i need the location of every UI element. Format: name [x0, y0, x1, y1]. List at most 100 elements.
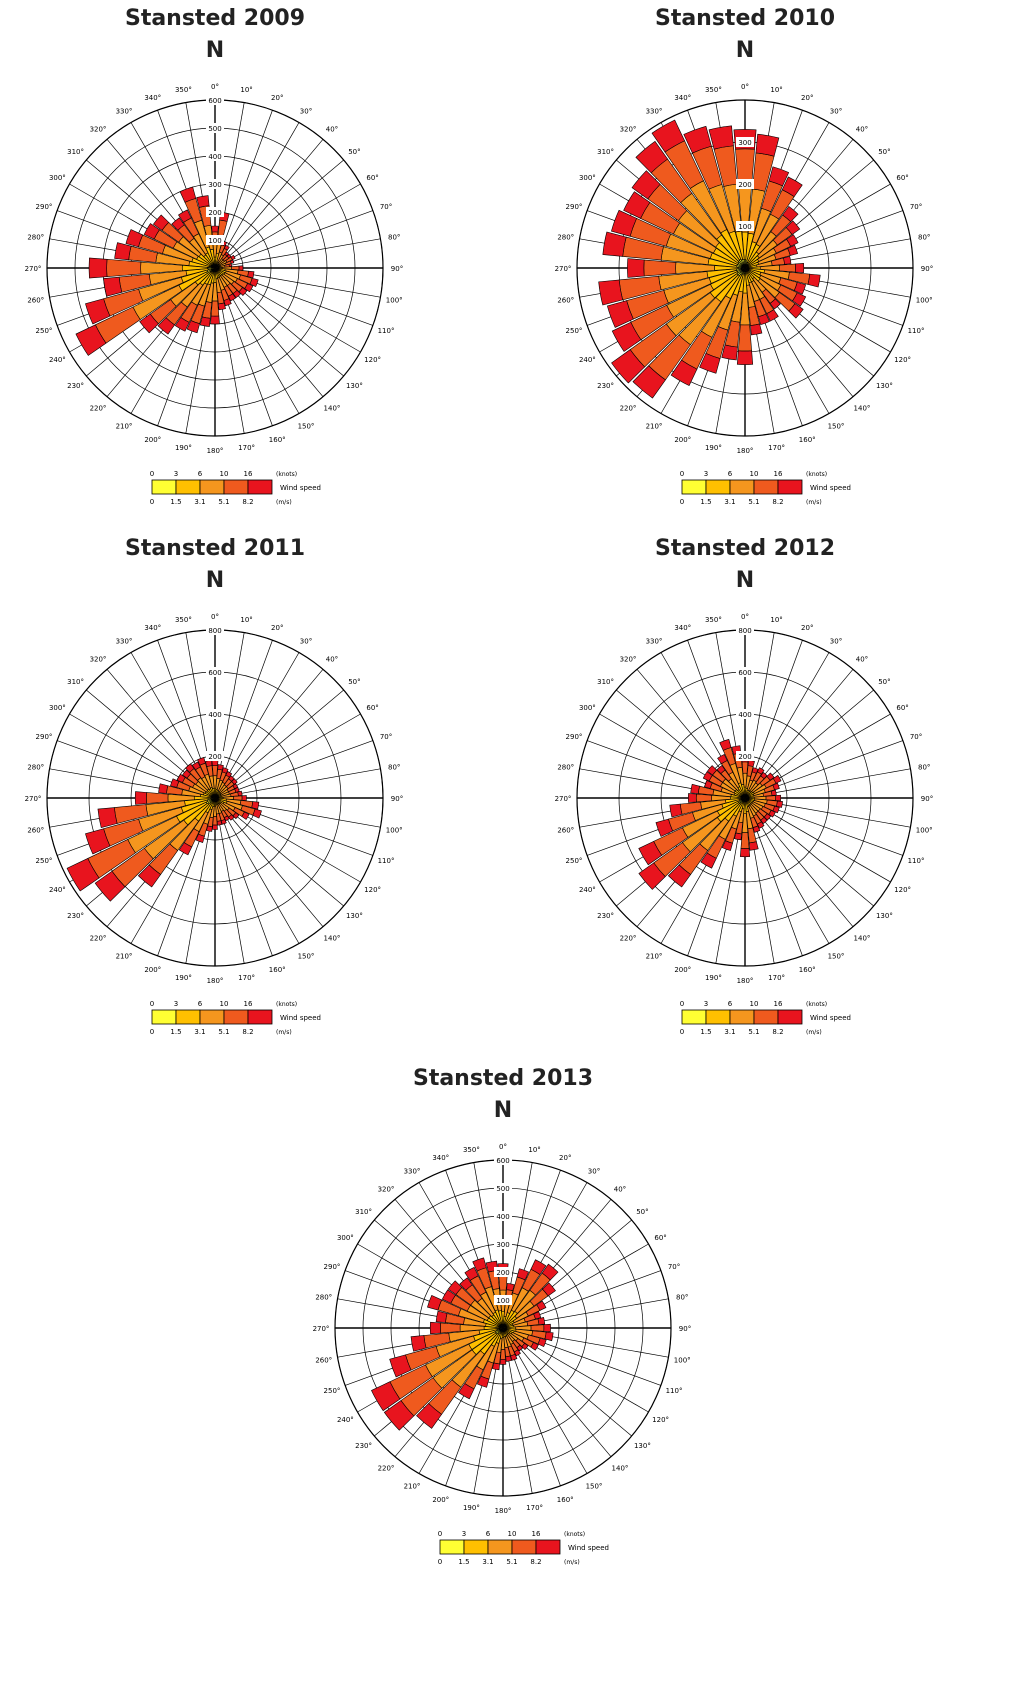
direction-label: 60°: [896, 704, 908, 712]
wind-bar-segment: [182, 769, 191, 779]
radial-tick-label: 600: [738, 669, 751, 677]
direction-label: 160°: [269, 436, 286, 444]
direction-label: 40°: [856, 126, 868, 134]
direction-label: 180°: [737, 447, 754, 455]
direction-label: 190°: [463, 1504, 480, 1512]
tick-label-bg: [206, 123, 224, 133]
wind-bar-segment: [768, 809, 776, 818]
direction-label: 260°: [557, 827, 574, 835]
wind-bar-segment: [492, 1362, 500, 1371]
grid-spoke: [214, 797, 273, 956]
wind-bar-segment: [752, 825, 761, 833]
wind-bar-segment: [410, 1335, 427, 1352]
wind-bar-segment: [389, 1354, 412, 1378]
tick-label-bg: [494, 1295, 512, 1305]
legend-ms-tick: 0: [438, 1558, 442, 1566]
wind-bar-segment: [223, 244, 230, 251]
legend-swatch: [777, 479, 803, 495]
legend-ms-unit: (m/s): [806, 499, 822, 506]
wind-bar-segment: [781, 176, 803, 198]
wind-bar-segment: [768, 166, 790, 187]
legend-ms-tick: 0: [150, 1028, 154, 1036]
wind-bar-segment: [765, 795, 777, 801]
wind-bar-segment: [217, 764, 224, 771]
direction-label: 250°: [566, 327, 583, 335]
direction-label: 270°: [555, 265, 572, 273]
wind-bar-segment: [231, 778, 238, 785]
radial-tick-label: 800: [208, 627, 221, 635]
wind-bar-segment: [706, 765, 718, 776]
wind-bar-segment: [230, 254, 236, 261]
wind-bar-segment: [94, 870, 126, 902]
tick-label-bg: [736, 667, 754, 677]
legend-ms-tick: 0: [680, 1028, 684, 1036]
wind-bar-segment: [533, 1311, 542, 1320]
legend-swatch: [705, 479, 731, 495]
grid-spoke: [214, 183, 361, 269]
wind-bar-segment: [252, 808, 262, 819]
wind-bar-segment: [233, 795, 243, 801]
direction-label: 80°: [918, 233, 930, 241]
radial-tick-label: 200: [496, 1269, 509, 1277]
chart-title: Stansted 2011: [124, 536, 306, 561]
wind-bar-segment: [748, 841, 759, 851]
grid-spoke: [214, 713, 361, 799]
legend-knots-tick: 3: [462, 1530, 466, 1538]
wind-bar-segment: [734, 832, 742, 841]
direction-label: 30°: [830, 107, 842, 115]
wind-bar-segment: [611, 321, 642, 352]
direction-label: 70°: [668, 1263, 680, 1271]
direction-label: 270°: [25, 265, 42, 273]
legend-knots-tick: 16: [244, 470, 253, 478]
wind-bar-segment: [623, 191, 651, 219]
legend-knots-tick: 16: [532, 1530, 541, 1538]
legend-ms-unit: (m/s): [276, 1029, 292, 1036]
tick-label-bg: [206, 235, 224, 245]
wind-bar-segment: [751, 767, 759, 774]
wind-bar-segment: [738, 324, 752, 352]
direction-label: 320°: [378, 1186, 395, 1194]
wind-bar-segment: [779, 263, 796, 273]
wind-bar-segment: [530, 1342, 539, 1351]
direction-label: 140°: [854, 934, 871, 942]
chart-title: Stansted 2013: [412, 1066, 594, 1091]
legend-knots-tick: 6: [486, 1530, 491, 1538]
direction-label: 200°: [144, 436, 161, 444]
direction-label: 340°: [144, 94, 161, 102]
direction-label: 100°: [916, 297, 933, 305]
legend-ms-tick: 3.1: [482, 1558, 493, 1566]
wind-bar-segment: [176, 773, 186, 783]
wind-bar-segment: [241, 795, 247, 801]
tick-label-bg: [494, 1211, 512, 1221]
legend-ms-tick: 3.1: [194, 1028, 205, 1036]
legend-swatch: [463, 1539, 489, 1555]
wind-bar-segment: [537, 1317, 546, 1325]
direction-label: 310°: [597, 148, 614, 156]
direction-label: 320°: [620, 656, 637, 664]
wind-bar-segment: [631, 170, 661, 200]
wind-bar-segment: [459, 1277, 473, 1291]
wind-bar-segment: [717, 753, 728, 765]
tick-label-bg: [206, 179, 224, 189]
legend-ms-tick: 3.1: [724, 1028, 735, 1036]
direction-label: 130°: [876, 912, 893, 920]
legend-ms-unit: (m/s): [806, 1029, 822, 1036]
wind-bar-segment: [758, 313, 770, 326]
direction-label: 220°: [378, 1464, 395, 1472]
wind-bar-segment: [97, 807, 118, 829]
direction-label: 150°: [828, 423, 845, 431]
wind-bar-segment: [766, 309, 779, 322]
legend-ms-tick: 8.2: [772, 498, 783, 506]
wind-bar-segment: [218, 302, 226, 311]
wind-bar-segment: [788, 303, 804, 319]
direction-label: 60°: [654, 1234, 666, 1242]
direction-label: 160°: [799, 436, 816, 444]
chart-title: Stansted 2010: [654, 6, 836, 31]
grid-spoke: [214, 669, 324, 799]
legend-swatch: [511, 1539, 537, 1555]
legend-ms-unit: (m/s): [564, 1559, 580, 1566]
wind-bar-segment: [435, 1310, 448, 1323]
wind-bar-segment: [750, 323, 763, 336]
panel-2011: Stansted 2011 N 200 400 600 800 0° 10° 20° 30° 4…: [0, 530, 430, 1060]
radial-tick-label: 600: [208, 669, 221, 677]
